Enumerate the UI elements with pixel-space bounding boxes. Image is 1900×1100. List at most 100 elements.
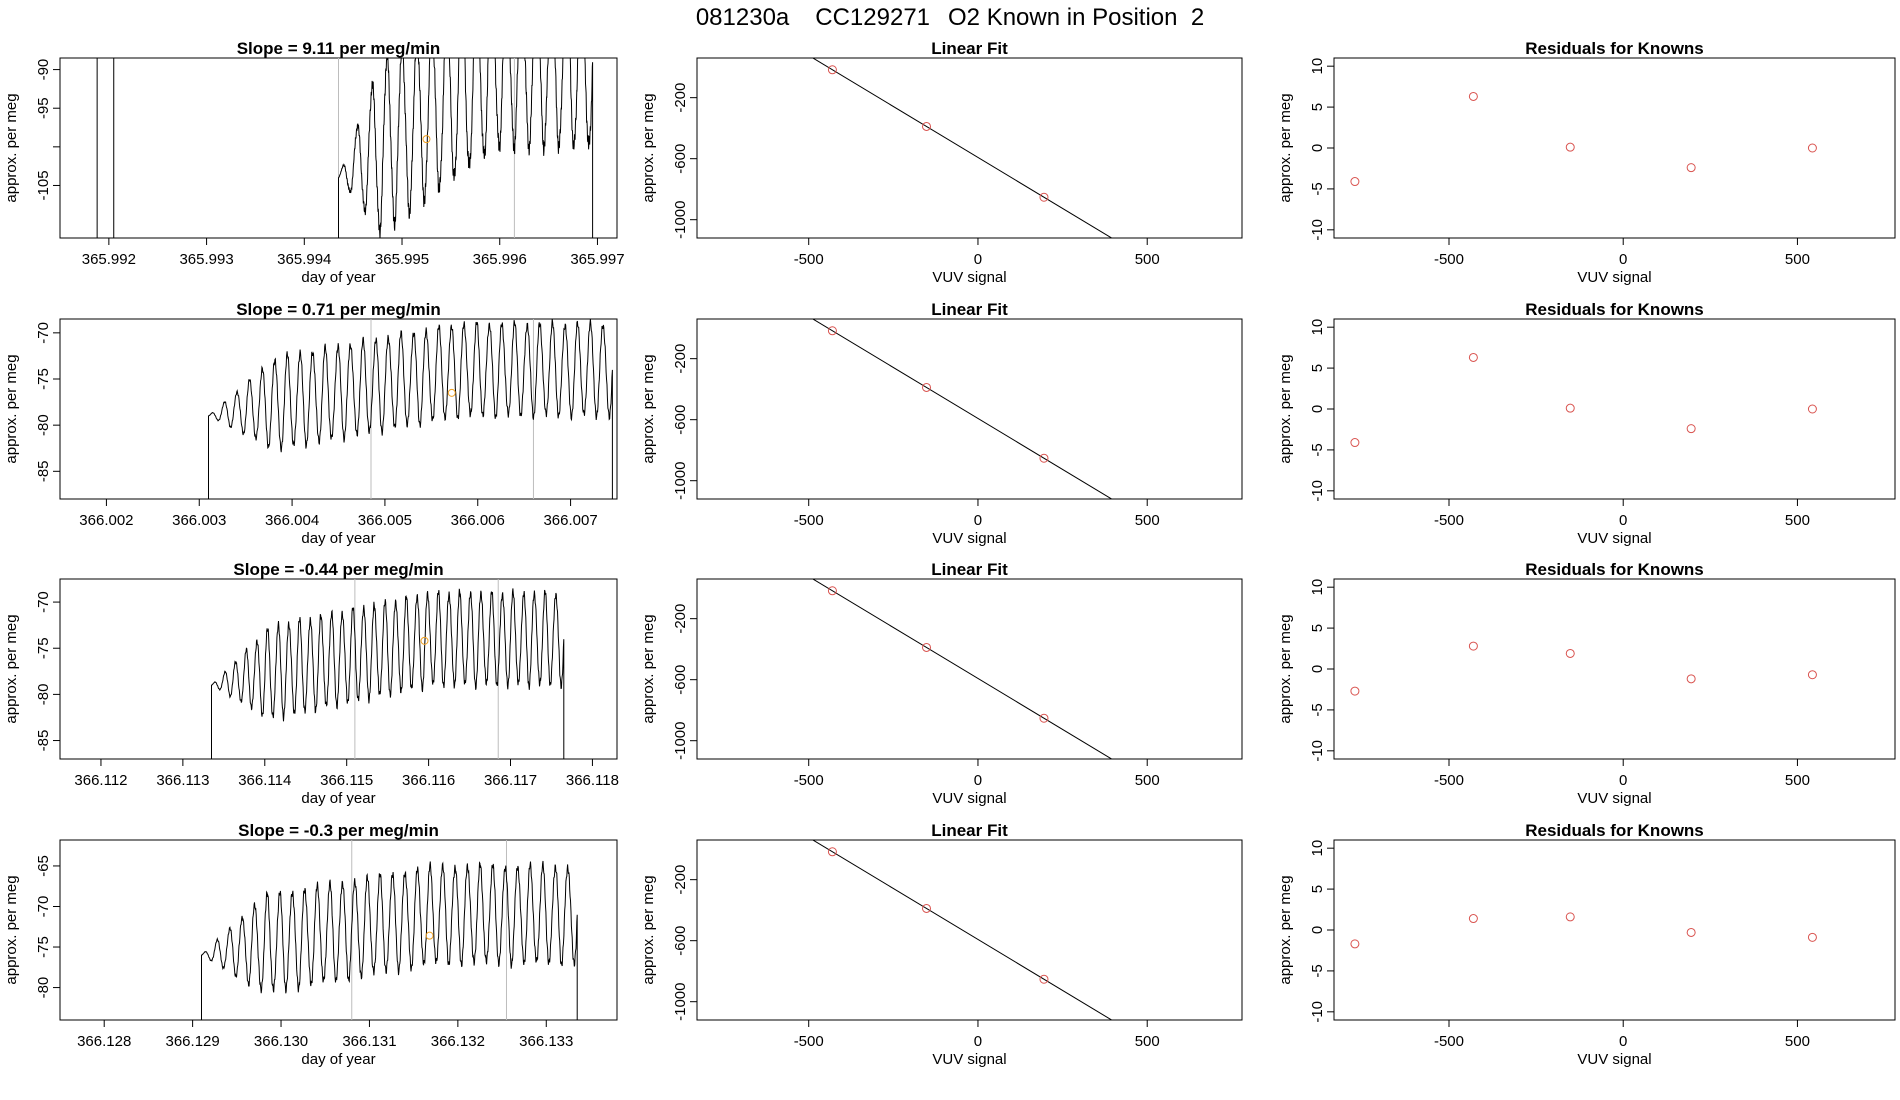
known-point bbox=[827, 847, 837, 857]
residual-point bbox=[1686, 674, 1696, 684]
signal-trace bbox=[60, 588, 565, 759]
panel-1-2: Residuals for Knowns -500 0 500 VUV signal 10… bbox=[1277, 300, 1896, 547]
fit-line bbox=[811, 579, 1113, 759]
x-axis-label: VUV signal bbox=[932, 269, 1006, 286]
x-axis-label: VUV signal bbox=[1577, 530, 1651, 547]
x-tick-label: 0 bbox=[1619, 251, 1627, 268]
y-tick-label: 5 bbox=[1309, 103, 1326, 111]
residual-point bbox=[1565, 912, 1575, 922]
x-tick-label: 366.132 bbox=[431, 1033, 485, 1050]
y-tick-label: -10 bbox=[1309, 1001, 1326, 1023]
x-tick-label: -500 bbox=[1434, 512, 1464, 529]
fit-line bbox=[811, 840, 1113, 1020]
x-tick-label: 365.994 bbox=[277, 251, 331, 268]
panel-title: Residuals for Knowns bbox=[1525, 300, 1704, 319]
sample-point bbox=[713, 257, 721, 265]
residual-point bbox=[1350, 686, 1360, 696]
x-tick-label: 366.006 bbox=[451, 512, 505, 529]
x-tick-label: 0 bbox=[1619, 1033, 1627, 1050]
y-tick-label: -70 bbox=[35, 896, 52, 918]
x-tick-label: 0 bbox=[1619, 772, 1627, 789]
known-point bbox=[713, 257, 721, 265]
residual-point bbox=[1686, 927, 1696, 937]
panel-title: Residuals for Knowns bbox=[1525, 560, 1704, 579]
x-tick-label: 365.992 bbox=[82, 251, 136, 268]
residual-point bbox=[1468, 641, 1478, 651]
panel-title: Linear Fit bbox=[931, 560, 1008, 579]
plot-area bbox=[60, 579, 565, 759]
x-tick-label: 366.130 bbox=[254, 1033, 308, 1050]
residual-point bbox=[1468, 91, 1478, 101]
y-tick-label: -10 bbox=[1309, 219, 1326, 241]
known-point bbox=[1039, 453, 1049, 463]
panel-1-1: Linear Fit -500 0 500 VUV signal -200 -600 -100… bbox=[640, 257, 1243, 547]
x-tick-label: 500 bbox=[1135, 251, 1160, 268]
x-tick-label: -500 bbox=[794, 1033, 824, 1050]
y-tick-label: -5 bbox=[1309, 964, 1326, 977]
y-axis-label: approx. per meg bbox=[1277, 93, 1294, 202]
x-tick-label: 500 bbox=[1785, 1033, 1810, 1050]
panel-2-0: Slope = -0.44 per meg/min 366.112 366.113 3… bbox=[3, 560, 619, 807]
plot-area bbox=[713, 778, 1113, 1020]
title-description: O2 Known in Position 2 bbox=[948, 4, 1204, 31]
y-tick-label: -105 bbox=[35, 170, 52, 200]
x-tick-label: 366.133 bbox=[519, 1033, 573, 1050]
x-tick-label: 0 bbox=[974, 251, 982, 268]
x-axis-label: VUV signal bbox=[1577, 1051, 1651, 1068]
x-tick-label: -500 bbox=[1434, 1033, 1464, 1050]
y-tick-label: 5 bbox=[1309, 885, 1326, 893]
x-axis-label: VUV signal bbox=[932, 530, 1006, 547]
y-tick-label: -85 bbox=[35, 460, 52, 482]
residual-point bbox=[1350, 177, 1360, 187]
x-tick-label: 366.002 bbox=[79, 512, 133, 529]
plot-area bbox=[1350, 912, 1817, 949]
known-point bbox=[827, 586, 837, 596]
x-tick-label: -500 bbox=[1434, 251, 1464, 268]
x-axis-label: day of year bbox=[301, 790, 375, 807]
x-tick-label: 366.113 bbox=[156, 772, 209, 789]
y-tick-label: -600 bbox=[672, 144, 689, 174]
panel-title: Linear Fit bbox=[931, 300, 1008, 319]
signal-trace bbox=[338, 58, 594, 238]
y-tick-label: -75 bbox=[35, 637, 52, 659]
panel-title: Slope = 9.11 per meg/min bbox=[237, 39, 441, 58]
fit-line bbox=[811, 319, 1113, 499]
panel-2-2: Residuals for Knowns -500 0 500 VUV signal 10… bbox=[1277, 560, 1896, 807]
plot-frame bbox=[1333, 318, 1896, 500]
panel-0-2: Residuals for Knowns -500 0 500 VUV signal 10… bbox=[1277, 39, 1896, 286]
x-tick-label: 366.116 bbox=[402, 772, 455, 789]
panel-title: Slope = -0.44 per meg/min bbox=[233, 560, 443, 579]
y-axis-label: approx. per meg bbox=[640, 875, 657, 984]
residual-point bbox=[1468, 914, 1478, 924]
residual-point bbox=[1350, 939, 1360, 949]
residual-point bbox=[1686, 163, 1696, 173]
y-tick-label: 10 bbox=[1309, 58, 1326, 75]
residual-point bbox=[1468, 352, 1478, 362]
y-tick-label: -5 bbox=[1309, 443, 1326, 456]
known-point bbox=[827, 65, 837, 75]
x-tick-label: 500 bbox=[1135, 772, 1160, 789]
plot-frame bbox=[696, 839, 1243, 1021]
sample-point bbox=[713, 517, 721, 525]
sample-point bbox=[713, 778, 721, 786]
x-tick-label: -500 bbox=[794, 772, 824, 789]
y-tick-label: -80 bbox=[35, 684, 52, 706]
plot-area bbox=[1350, 641, 1817, 696]
plot-frame bbox=[1333, 57, 1896, 239]
y-tick-label: -80 bbox=[35, 977, 52, 999]
y-axis-label: approx. per meg bbox=[1277, 354, 1294, 463]
x-tick-label: 0 bbox=[974, 772, 982, 789]
residual-point bbox=[1807, 670, 1817, 680]
plot-area bbox=[60, 319, 613, 499]
plot-area bbox=[1350, 91, 1817, 187]
fit-line bbox=[811, 58, 1113, 238]
x-tick-label: 366.118 bbox=[566, 772, 619, 789]
x-tick-label: 366.128 bbox=[77, 1033, 131, 1050]
known-point bbox=[922, 121, 932, 131]
residual-point bbox=[1807, 932, 1817, 942]
panel-1-0: Slope = 0.71 per meg/min 366.002 366.003 36… bbox=[3, 300, 618, 547]
known-point bbox=[713, 778, 721, 786]
panel-grid: Slope = 9.11 per meg/min 365.992 365.993 36… bbox=[3, 39, 1896, 1068]
panel-title: Linear Fit bbox=[931, 39, 1008, 58]
mean-marker bbox=[447, 388, 456, 397]
